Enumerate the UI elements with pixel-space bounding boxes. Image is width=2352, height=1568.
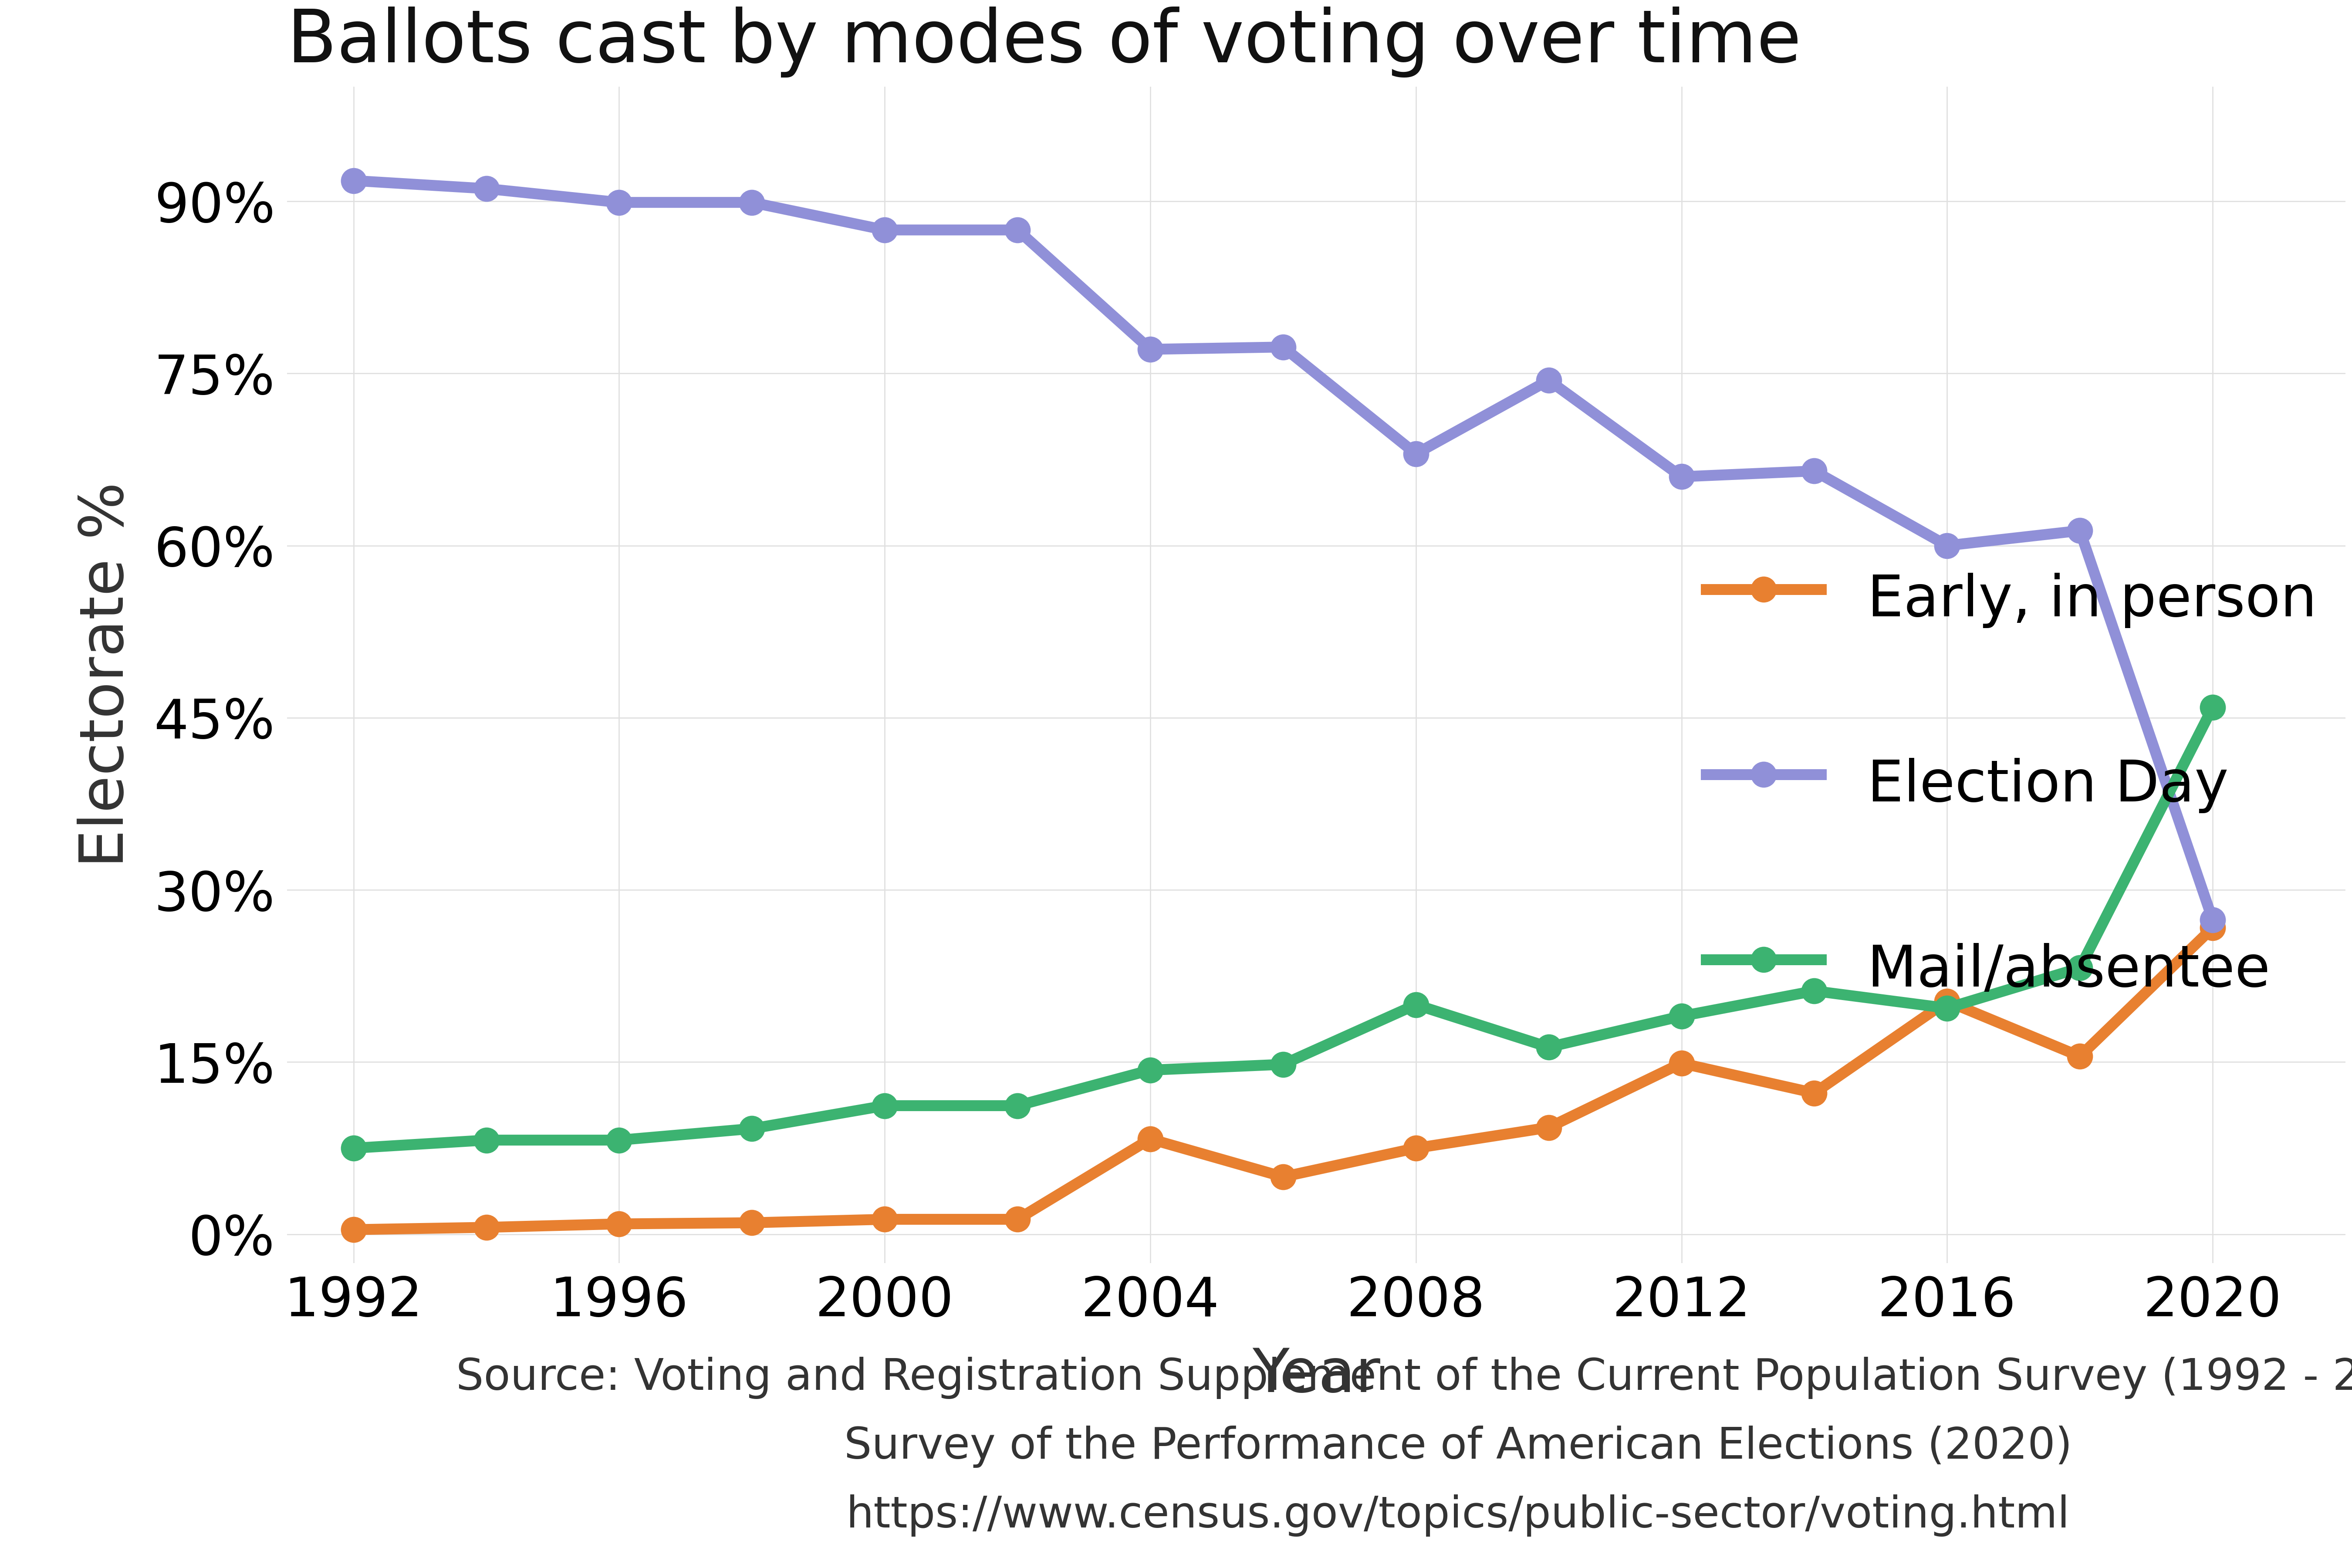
Early, in person xyxy=(870,1210,898,1229)
Mail/absentee xyxy=(1402,996,1430,1014)
Election Day xyxy=(2065,521,2093,539)
Early, in person xyxy=(473,1218,501,1237)
Mail/absentee xyxy=(1933,999,1962,1018)
Election Day xyxy=(604,193,633,212)
Election Day xyxy=(1270,337,1298,356)
Mail/absentee xyxy=(473,1131,501,1149)
Mail/absentee xyxy=(1270,1055,1298,1074)
Line: Early, in person: Early, in person xyxy=(341,916,2225,1242)
Early, in person xyxy=(339,1220,367,1239)
Mail/absentee xyxy=(739,1120,767,1138)
Election Day xyxy=(339,171,367,190)
Early, in person xyxy=(2065,1047,2093,1066)
Early, in person xyxy=(1004,1210,1033,1229)
Election Day xyxy=(473,179,501,198)
Early, in person xyxy=(1668,1054,1696,1073)
Early, in person xyxy=(1534,1118,1562,1137)
Early, in person xyxy=(1799,1083,1828,1102)
Early, in person xyxy=(604,1215,633,1234)
Early, in person xyxy=(1402,1138,1430,1157)
Early, in person xyxy=(2199,919,2227,938)
Election Day xyxy=(1668,467,1696,486)
Early, in person xyxy=(1136,1129,1164,1148)
Line: Mail/absentee: Mail/absentee xyxy=(341,695,2225,1160)
Election Day xyxy=(1534,372,1562,390)
Early, in person xyxy=(1933,993,1962,1011)
Early, in person xyxy=(739,1214,767,1232)
Mail/absentee xyxy=(870,1096,898,1115)
Line: Election Day: Election Day xyxy=(341,168,2225,933)
Election Day xyxy=(739,193,767,212)
Text: Source: Voting and Registration Supplement of the Current Population Survey (199: Source: Voting and Registration Suppleme… xyxy=(456,1356,2352,1537)
Election Day xyxy=(1799,461,1828,480)
Text: Ballots cast by modes of voting over time: Ballots cast by modes of voting over tim… xyxy=(287,6,1802,77)
Election Day xyxy=(1004,221,1033,240)
Mail/absentee xyxy=(1799,982,1828,1000)
Mail/absentee xyxy=(2065,958,2093,977)
Mail/absentee xyxy=(2199,698,2227,717)
Mail/absentee xyxy=(339,1138,367,1157)
X-axis label: Year: Year xyxy=(1251,1345,1381,1405)
Election Day xyxy=(1933,536,1962,555)
Mail/absentee xyxy=(1004,1096,1033,1115)
Mail/absentee xyxy=(1534,1038,1562,1057)
Election Day xyxy=(2199,911,2227,930)
Legend: Early, in person, Election Day, Mail/absentee: Early, in person, Election Day, Mail/abs… xyxy=(1705,563,2317,1002)
Mail/absentee xyxy=(1136,1060,1164,1079)
Mail/absentee xyxy=(1668,1007,1696,1025)
Election Day xyxy=(1402,444,1430,463)
Y-axis label: Electorate %: Electorate % xyxy=(78,481,136,867)
Mail/absentee xyxy=(604,1131,633,1149)
Election Day xyxy=(1136,340,1164,359)
Early, in person xyxy=(1270,1168,1298,1187)
Election Day xyxy=(870,221,898,240)
